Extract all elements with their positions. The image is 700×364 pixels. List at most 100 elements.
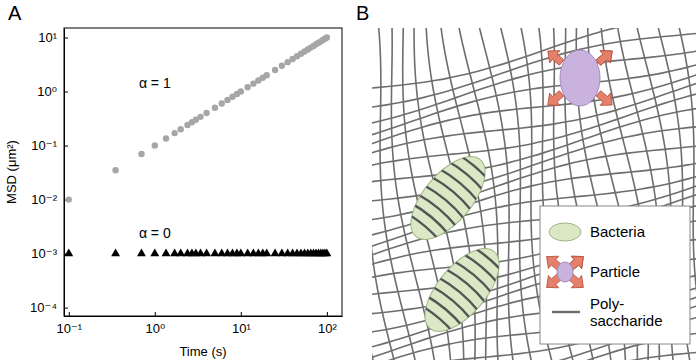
- polysaccharide-strand: [372, 48, 696, 127]
- polysaccharide-strand: [460, 250, 501, 285]
- y-tick-mark: [64, 38, 68, 39]
- series-points: [66, 34, 330, 202]
- y-tick-label: 10⁻¹: [31, 138, 57, 153]
- bacterium: [410, 235, 514, 345]
- data-point: [171, 130, 177, 136]
- data-point: [162, 248, 171, 256]
- panel-letter: B: [356, 2, 369, 24]
- data-point: [197, 114, 203, 120]
- x-axis-line: [65, 316, 343, 317]
- x-tick-label: 10⁻¹: [56, 321, 82, 336]
- data-point: [324, 34, 330, 40]
- polysaccharide-strand: [425, 184, 466, 219]
- legend-label-line: Poly-: [590, 295, 624, 312]
- x-tick: 10⁰: [145, 312, 165, 336]
- legend-label: Poly-saccharide: [590, 295, 663, 329]
- data-point: [163, 135, 169, 141]
- polysaccharide-strand: [446, 158, 487, 193]
- y-tick: 10⁻²: [31, 192, 68, 207]
- polysaccharide-strand: [372, 70, 696, 151]
- polysaccharide-strand: [695, 28, 696, 360]
- particle-body: [560, 50, 600, 106]
- y-tick: 10⁻³: [31, 246, 68, 261]
- x-tick-label: 10⁰: [145, 321, 165, 336]
- polysaccharide-strand: [453, 150, 494, 185]
- panel-letter: A: [8, 2, 22, 24]
- particle-body: [557, 262, 573, 282]
- bacterium-strands: [417, 242, 508, 337]
- x-tick-mark: [327, 312, 328, 316]
- x-tick: 10¹: [232, 312, 251, 336]
- plot-frame: [64, 28, 342, 316]
- legend-label-line: Bacteria: [590, 223, 646, 240]
- diagram: [372, 28, 696, 360]
- y-tick-label: 10⁻³: [31, 246, 57, 261]
- data-point: [212, 105, 218, 111]
- y-tick-mark: [64, 92, 68, 93]
- bacterium-body: [397, 144, 498, 251]
- data-point: [322, 248, 331, 256]
- y-tick: 10⁰: [37, 84, 68, 99]
- data-point: [264, 72, 270, 78]
- data-point: [138, 151, 144, 157]
- y-tick-label: 10⁰: [37, 84, 57, 99]
- x-tick: 10⁻¹: [56, 312, 82, 336]
- legend-label-line: Particle: [590, 263, 640, 280]
- data-point: [177, 126, 183, 132]
- polysaccharide-strand: [372, 28, 399, 360]
- polysaccharide-strand: [467, 242, 508, 277]
- polysaccharide-strand: [372, 28, 378, 360]
- polysaccharide-strand: [417, 301, 458, 336]
- y-tick-label: 10¹: [38, 30, 57, 45]
- legend-label-line: saccharide: [590, 312, 663, 329]
- data-point: [66, 196, 72, 202]
- data-point: [219, 100, 225, 106]
- legend-label: Bacteria: [590, 223, 646, 240]
- polysaccharide-strand: [453, 259, 494, 294]
- y-tick-mark: [64, 146, 68, 147]
- data-point: [262, 248, 271, 256]
- data-point: [112, 167, 118, 173]
- legend-box: [540, 206, 690, 344]
- data-point: [202, 248, 211, 256]
- x-tick-mark: [69, 312, 70, 316]
- polysaccharide-strand: [475, 28, 516, 360]
- data-point: [238, 88, 244, 94]
- data-point: [203, 110, 209, 116]
- bacterium: [396, 143, 500, 253]
- figure: A B 10⁻¹ 10⁰ 10¹ 10² 10⁻⁴ 10⁻³ 10⁻² 10⁻¹ 10⁰ 10¹ Tim…: [0, 0, 700, 364]
- bacterium-strands: [403, 150, 494, 245]
- x-tick: 10²: [318, 312, 337, 336]
- polysaccharide-strand: [410, 201, 451, 236]
- y-axis-title: MSD (μm²): [4, 140, 19, 204]
- y-tick-label: 10⁻²: [31, 192, 57, 207]
- data-point: [137, 248, 146, 256]
- y-tick: 10¹: [38, 30, 68, 45]
- y-axis: 10⁻⁴ 10⁻³ 10⁻² 10⁻¹ 10⁰ 10¹: [30, 29, 68, 317]
- y-tick: 10⁻¹: [31, 138, 68, 153]
- particle: [543, 45, 618, 111]
- data-point: [244, 84, 250, 90]
- y-tick-mark: [64, 308, 68, 309]
- polysaccharide-strand: [372, 125, 696, 202]
- polysaccharide-strand: [439, 276, 480, 311]
- polysaccharide-mesh: [372, 28, 696, 360]
- polysaccharide-strand: [417, 192, 458, 227]
- x-tick-mark: [241, 312, 242, 316]
- polysaccharide-strand: [439, 167, 480, 202]
- polysaccharide-strand: [431, 284, 472, 319]
- bacterium-body: [411, 236, 512, 343]
- y-tick: 10⁻⁴: [30, 300, 68, 315]
- legend-icon-bacterium: [549, 223, 581, 241]
- legend-icon-particle: [541, 250, 588, 293]
- x-tick-mark: [155, 312, 156, 316]
- y-tick-label: 10⁻⁴: [30, 300, 57, 315]
- x-tick-label: 10²: [318, 321, 337, 336]
- data-point: [272, 67, 278, 73]
- legend-icon-strand: [552, 311, 580, 313]
- x-axis-title: Time (s): [179, 344, 226, 359]
- series-label: α = 0: [139, 225, 171, 241]
- y-axis-line: [64, 29, 65, 317]
- series-points: [64, 248, 331, 256]
- data-point: [111, 248, 120, 256]
